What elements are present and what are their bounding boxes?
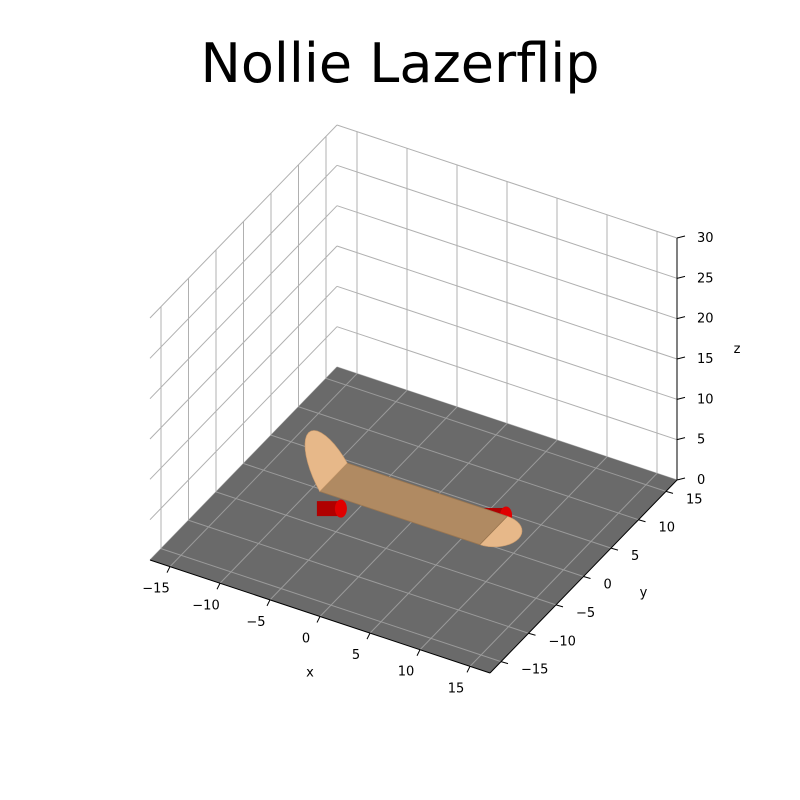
- x-tick-mark: [316, 616, 321, 623]
- z-tick-mark: [676, 396, 686, 400]
- y-tick-label: 5: [631, 549, 639, 564]
- x-tick-mark: [266, 599, 271, 607]
- grid-line: [149, 326, 338, 521]
- skateboard: [304, 430, 523, 548]
- floor-grid-line: [325, 377, 667, 492]
- grid-line: [336, 285, 678, 400]
- z-tick-mark: [676, 235, 686, 239]
- z-tick-mark: [676, 275, 686, 279]
- z-tick-mark: [676, 437, 686, 441]
- y-tick-label: −5: [576, 606, 595, 621]
- y-tick-label: 15: [686, 492, 703, 507]
- x-tick-label: 5: [352, 648, 360, 663]
- y-tick-label: 10: [659, 521, 676, 536]
- floor-grid-line: [298, 406, 639, 521]
- x-tick-label: 15: [448, 681, 465, 696]
- z-tick-mark: [676, 316, 686, 320]
- z-tick-label: 25: [697, 271, 714, 286]
- x-tick-mark: [416, 649, 421, 656]
- grid-line: [149, 164, 338, 359]
- grid-line: [336, 205, 678, 320]
- wheel: [316, 501, 341, 517]
- y-axis-label: y: [640, 586, 648, 601]
- z-tick-label: 30: [697, 231, 714, 246]
- z-tick-label: 0: [697, 473, 705, 488]
- x-tick-mark: [366, 632, 371, 640]
- y-tick-mark: [583, 576, 591, 579]
- y-tick-mark: [528, 632, 536, 636]
- y-tick-mark: [610, 547, 619, 551]
- floor-grid-line: [215, 491, 557, 606]
- z-tick-label: 15: [697, 352, 714, 367]
- x-tick-mark: [166, 566, 171, 573]
- axis-lines: [149, 235, 686, 674]
- x-tick-label: 10: [398, 665, 415, 680]
- z-tick-mark: [676, 356, 686, 360]
- grid-line: [336, 326, 678, 441]
- grid-line: [149, 285, 338, 480]
- grid-line: [336, 245, 678, 360]
- y-tick-mark: [665, 490, 674, 494]
- x-tick-label: −5: [246, 615, 265, 630]
- grid-line: [336, 124, 678, 239]
- floor-grid-line: [160, 548, 502, 663]
- z-tick-label: 10: [697, 392, 714, 407]
- y-tick-mark: [638, 519, 646, 523]
- z-tick-label: 20: [697, 312, 714, 327]
- x-axis-label: x: [306, 666, 314, 681]
- x-tick-label: −15: [142, 582, 169, 597]
- wheel-face: [334, 499, 347, 518]
- chart-title: Nollie Lazerflip: [200, 32, 600, 95]
- deck-end: [479, 515, 523, 548]
- z-tick-label: 5: [697, 433, 705, 448]
- floor-grid-line: [188, 519, 529, 634]
- y-tick-mark: [555, 604, 564, 608]
- y-tick-label: 0: [604, 578, 612, 593]
- y-tick-label: −10: [549, 634, 576, 649]
- grid-line: [336, 164, 678, 279]
- z-axis-label: z: [734, 342, 741, 357]
- y-tick-mark: [500, 661, 509, 665]
- x-tick-mark: [466, 666, 471, 673]
- x-tick-label: 0: [302, 632, 310, 647]
- grid-line: [149, 124, 338, 319]
- grid-line: [149, 205, 338, 400]
- grid-lines: [149, 124, 678, 561]
- x-tick-mark: [216, 583, 221, 590]
- grid-line: [149, 245, 338, 440]
- deck-tail: [304, 430, 348, 492]
- x-tick-label: −10: [192, 598, 219, 613]
- z-tick-mark: [676, 477, 686, 481]
- y-tick-label: −15: [521, 663, 548, 678]
